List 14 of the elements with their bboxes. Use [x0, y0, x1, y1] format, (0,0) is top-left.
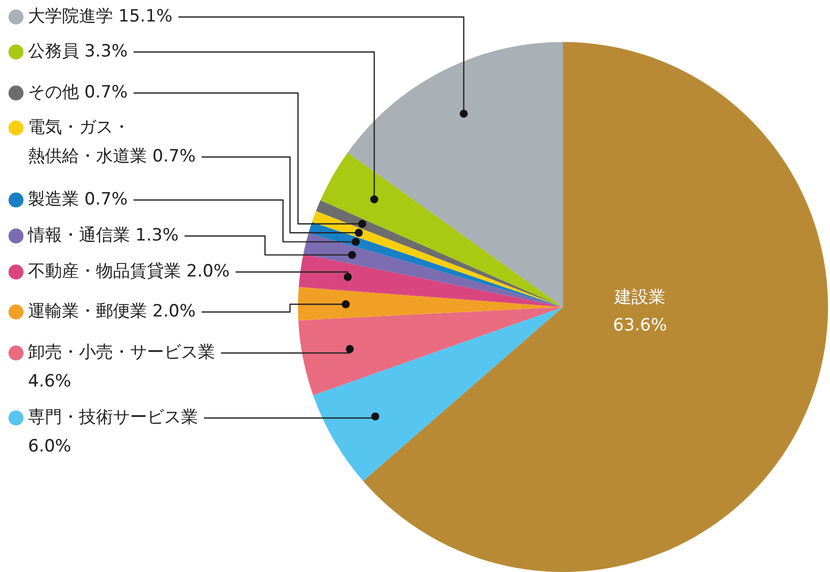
legend-label: 不動産・物品賃貸業 2.0%	[28, 261, 230, 282]
legend-label: 卸売・小売・サービス業	[28, 342, 215, 362]
data-label: 63.6%	[612, 315, 668, 336]
legend-label: 運輸業・郵便業 2.0%	[28, 301, 196, 322]
slice-label: 建設業	[614, 287, 666, 308]
legend-label: 情報・通信業 1.3%	[27, 225, 179, 246]
legend-label: 専門・技術サービス業	[28, 407, 198, 428]
legend-label: 公務員 3.3%	[28, 41, 128, 62]
legend-label: 大学院進学 15.1%	[28, 6, 172, 26]
legend-label: 電気・ガス・熱供給・水道業 0.7%	[28, 117, 196, 166]
legend-label: 製造業 0.7%	[28, 189, 128, 210]
data-label: 6.0%	[28, 436, 72, 456]
data-label: 4.6%	[28, 371, 72, 392]
legend-label: その他 0.7%	[28, 82, 128, 102]
